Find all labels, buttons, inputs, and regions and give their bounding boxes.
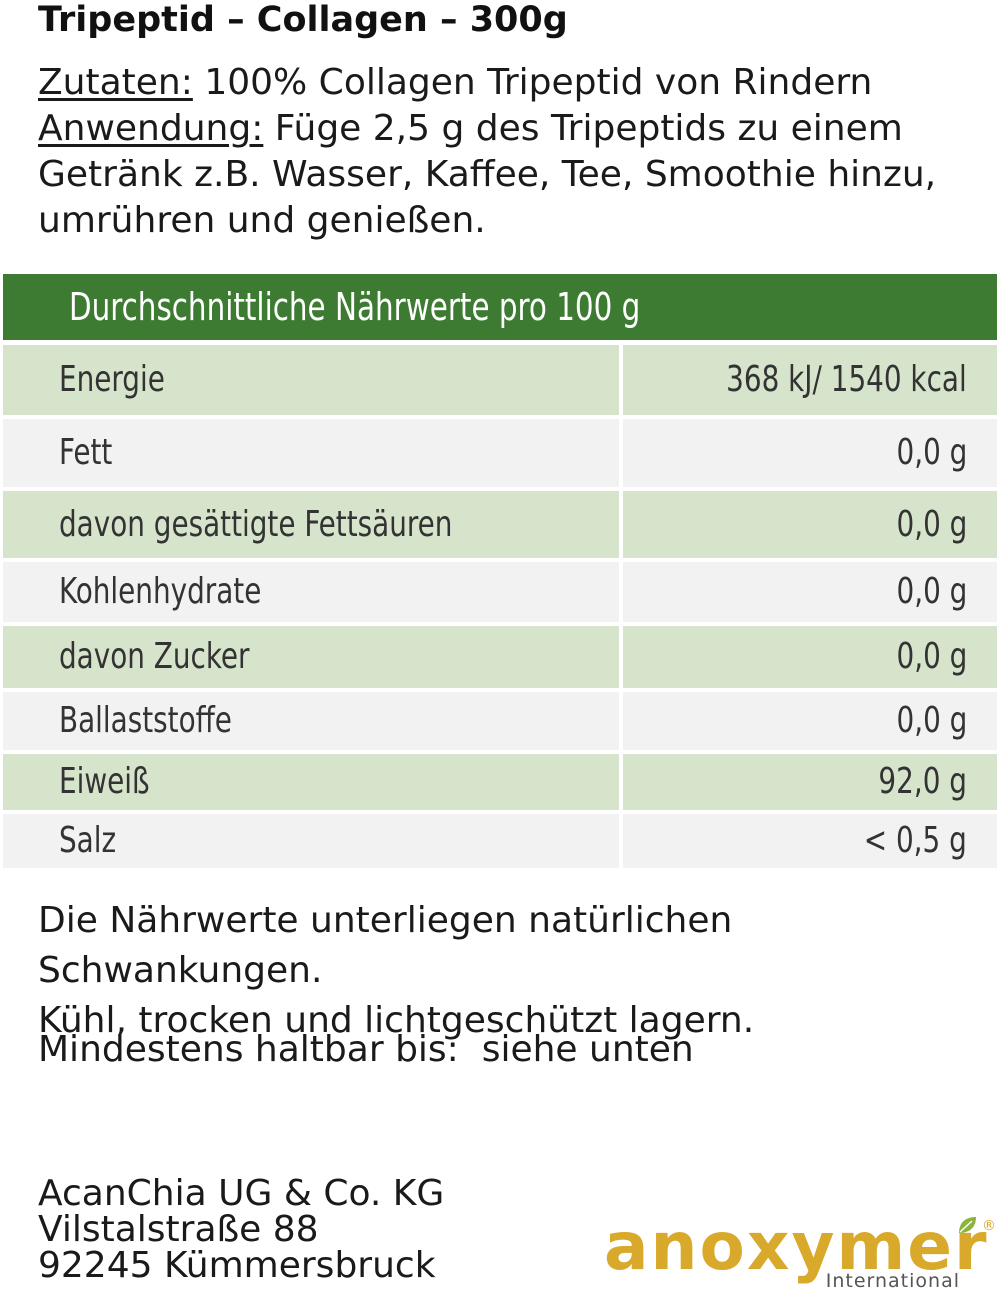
- nutrition-row-kohlenhydrate: Kohlenhydrate 0,0 g: [3, 559, 997, 626]
- nutrition-header: Durchschnittliche Nährwerte pro 100 g: [3, 274, 997, 345]
- nutrition-value: 368 kJ/ 1540 kcal: [619, 342, 997, 419]
- nutrition-value: 0,0 g: [619, 559, 997, 626]
- nutrition-table: Durchschnittliche Nährwerte pro 100 g En…: [3, 274, 997, 872]
- nutrition-label: Salz: [3, 811, 621, 872]
- nutrition-row-zucker: davon Zucker 0,0 g: [3, 623, 997, 692]
- nutrition-label-text: Salz: [59, 820, 117, 861]
- variation-note: Die Nährwerte unterliegen natürlichen Sc…: [38, 900, 733, 991]
- nutrition-value-text: 0,0 g: [896, 700, 967, 741]
- usage-label: Anwendung:: [38, 108, 264, 149]
- nutrition-row-fett: Fett 0,0 g: [3, 416, 997, 491]
- logo-subtitle: International: [825, 1270, 960, 1292]
- nutrition-label-text: Fett: [59, 432, 113, 473]
- company-name: AcanChia UG & Co. KG: [38, 1173, 445, 1214]
- ingredients-label: Zutaten:: [38, 62, 193, 103]
- leaf-icon: [959, 1217, 976, 1233]
- nutrition-label-text: davon gesättigte Fettsäuren: [59, 503, 453, 545]
- nutrition-value: 0,0 g: [619, 416, 997, 491]
- nutrition-value: < 0,5 g: [619, 811, 997, 872]
- brand-logo: anoxymer ® International: [604, 1208, 996, 1293]
- street: Vilstalstraße 88: [38, 1209, 319, 1250]
- nutrition-value: 0,0 g: [619, 623, 997, 692]
- ingredients-text: 100% Collagen Tripeptid von Rindern: [192, 62, 873, 103]
- usage-text: Füge 2,5 g des Tripeptids zu einem Geträ…: [38, 108, 937, 241]
- nutrition-label: Ballaststoffe: [3, 689, 621, 754]
- nutrition-label: Fett: [3, 416, 621, 491]
- nutrition-value-text: 368 kJ/ 1540 kcal: [726, 359, 967, 401]
- nutrition-label: Kohlenhydrate: [3, 559, 621, 626]
- nutrition-row-ballaststoffe: Ballaststoffe 0,0 g: [3, 689, 997, 754]
- manufacturer-address: AcanChia UG & Co. KG Vilstalstraße 88 92…: [38, 1176, 444, 1284]
- nutrition-value-text: 0,0 g: [896, 636, 967, 677]
- nutrition-value: 0,0 g: [619, 488, 997, 562]
- nutrition-label: Energie: [3, 342, 621, 419]
- nutrition-label-text: Kohlenhydrate: [59, 571, 262, 612]
- nutrition-value-text: < 0,5 g: [864, 820, 967, 861]
- nutrition-label-text: davon Zucker: [59, 636, 250, 677]
- nutrition-header-row: Durchschnittliche Nährwerte pro 100 g: [3, 274, 997, 345]
- nutrition-row-salz: Salz < 0,5 g: [3, 811, 997, 872]
- nutrition-label: Eiweiß: [3, 751, 621, 814]
- usage-line: Anwendung: Füge 2,5 g des Tripeptids zu …: [38, 106, 988, 244]
- best-before: Mindestens haltbar bis: siehe unten: [38, 1029, 694, 1070]
- city: 92245 Kümmersbruck: [38, 1245, 436, 1286]
- nutrition-label-text: Eiweiß: [59, 761, 150, 802]
- product-title: Tripeptid – Collagen – 300g: [38, 0, 568, 40]
- nutrition-label-text: Energie: [59, 359, 165, 401]
- nutrition-row-gesaettigte-fettsaeuren: davon gesättigte Fettsäuren 0,0 g: [3, 488, 997, 562]
- nutrition-row-eiweiss: Eiweiß 92,0 g: [3, 751, 997, 814]
- nutrition-row-energie: Energie 368 kJ/ 1540 kcal: [3, 342, 997, 419]
- logo-wordmark: anoxymer: [604, 1208, 989, 1285]
- nutrition-label: davon Zucker: [3, 623, 621, 692]
- storage-note: Kühl, trocken und lichtgeschützt lagern.: [38, 1000, 755, 1041]
- nutrition-value-text: 0,0 g: [896, 503, 967, 545]
- product-info: Zutaten: 100% Collagen Tripeptid von Rin…: [38, 60, 988, 244]
- nutrition-notes: Die Nährwerte unterliegen natürlichen Sc…: [38, 896, 998, 1046]
- nutrition-value-text: 0,0 g: [896, 432, 967, 473]
- nutrition-header-text: Durchschnittliche Nährwerte pro 100 g: [69, 285, 641, 329]
- registered-mark: ®: [982, 1218, 996, 1234]
- nutrition-value: 92,0 g: [619, 751, 997, 814]
- nutrition-value-text: 92,0 g: [878, 761, 967, 802]
- ingredients-line: Zutaten: 100% Collagen Tripeptid von Rin…: [38, 60, 988, 106]
- nutrition-label-text: Ballaststoffe: [59, 700, 232, 741]
- nutrition-label: davon gesättigte Fettsäuren: [3, 488, 621, 562]
- nutrition-value-text: 0,0 g: [896, 571, 967, 612]
- nutrition-value: 0,0 g: [619, 689, 997, 754]
